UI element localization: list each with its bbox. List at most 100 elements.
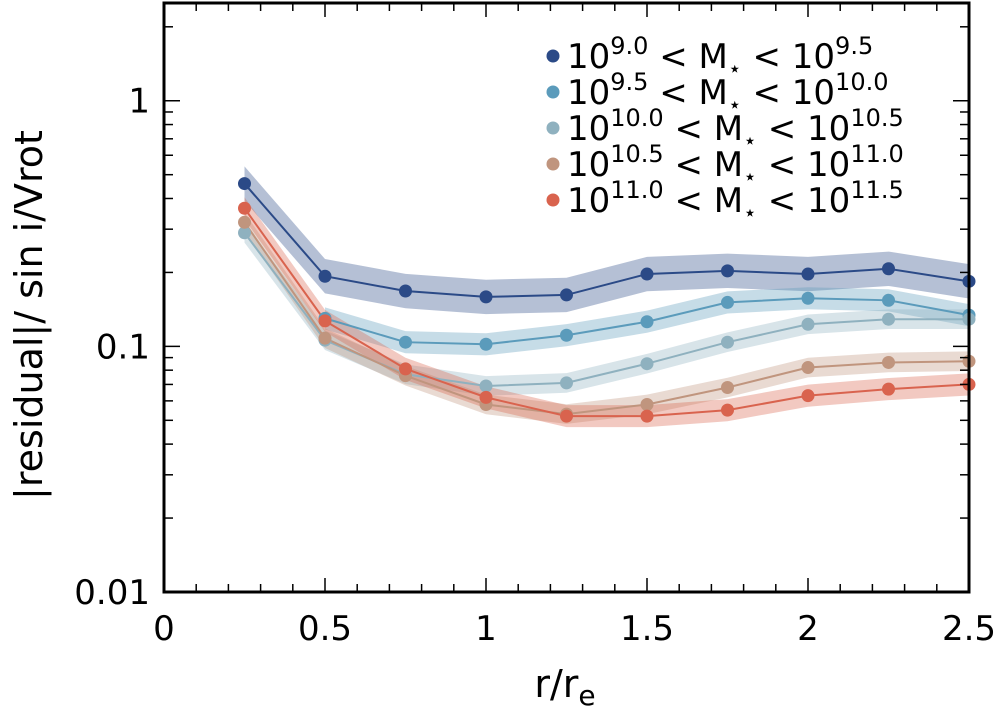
plot-frame (162, 1, 971, 594)
data-point (560, 328, 573, 342)
data-point (882, 312, 895, 326)
legend-label-part: < (742, 37, 792, 77)
data-point (238, 215, 251, 229)
data-point (238, 226, 251, 240)
legend-label-part: 10.5 (850, 104, 903, 132)
legend-label-part: < (742, 73, 792, 113)
legend-label-part: < M (648, 37, 727, 77)
legend-label-part: ⋆ (728, 93, 742, 118)
legend-label-part: < M (664, 109, 743, 149)
legend-label-part: 9.5 (835, 32, 873, 60)
data-point (560, 409, 573, 423)
series-lines (243, 182, 970, 418)
data-point (882, 262, 895, 276)
legend-label-part: 11.0 (850, 140, 903, 168)
legend-label: 1011.0 < M⋆ < 1011.5 (567, 176, 904, 226)
legend-marker (546, 49, 560, 63)
legend-label: 1010.0 < M⋆ < 1010.5 (567, 104, 904, 154)
legend-label-part: ⋆ (743, 201, 757, 226)
data-point (801, 291, 815, 305)
legend-label-part: 10 (567, 37, 610, 77)
y-tick-label: 1 (128, 82, 150, 122)
legend-label-part: ⋆ (743, 129, 757, 154)
data-point (801, 267, 815, 281)
legend-label-part: 10 (792, 37, 835, 77)
legend-label-part: 9.0 (610, 32, 648, 60)
data-point (801, 389, 815, 403)
legend-marker (546, 157, 560, 171)
data-point (479, 290, 493, 304)
data-point (238, 201, 251, 215)
y-tick-label: 0.1 (96, 327, 150, 367)
x-tick-label: 1.5 (620, 609, 674, 649)
legend-label-part: 10.5 (610, 140, 663, 168)
data-point (801, 361, 815, 375)
data-point (721, 403, 734, 417)
legend-label-part: 10 (567, 73, 610, 113)
y-axis-label: |residual|/ sin i/Vrot (7, 130, 52, 500)
legend-label-part: 10 (567, 109, 610, 149)
legend-label-part: ⋆ (728, 57, 742, 82)
data-point (560, 376, 573, 390)
series-band (244, 197, 969, 428)
legend-label: 109.0 < M⋆ < 109.5 (567, 32, 873, 82)
x-axis-label: r/re (534, 662, 595, 709)
data-point (640, 267, 654, 281)
legend-label-part: 10 (567, 145, 610, 185)
data-point (640, 397, 654, 411)
legend-label-part: 10.0 (835, 68, 888, 96)
data-point (882, 382, 895, 396)
legend-label-part: ⋆ (743, 165, 757, 190)
data-point (640, 315, 654, 329)
tick-labels: 0 0.5 1 1.5 2 2.50.010.11 (74, 82, 996, 649)
x-tick-label: 0.5 (298, 609, 352, 649)
series-line (243, 221, 970, 416)
data-point (479, 337, 493, 351)
data-point (479, 390, 493, 404)
legend-label-part: < (757, 109, 807, 149)
x-tick-label: 2.5 (942, 609, 996, 649)
legend-marker (546, 193, 560, 207)
data-point (721, 295, 734, 309)
series-band (244, 166, 969, 315)
x-tick-label: 2 (797, 609, 819, 649)
series-line (243, 207, 970, 418)
data-point (640, 409, 654, 423)
x-tick-label: 0 (153, 609, 175, 649)
data-point (399, 284, 412, 298)
data-point (399, 335, 412, 349)
data-point (721, 335, 734, 349)
legend-label-part: 10.0 (610, 104, 663, 132)
data-point (318, 331, 332, 345)
x-axis-label-subscript: e (578, 679, 595, 709)
series-band (244, 212, 969, 424)
legend-label-part: 10 (807, 109, 850, 149)
legend-marker (546, 121, 560, 135)
legend-label-part: < M (664, 145, 743, 185)
data-point (882, 355, 895, 369)
data-point (238, 177, 251, 191)
data-point (560, 288, 573, 302)
data-points (238, 177, 976, 423)
data-point (479, 379, 493, 393)
legend-marker (546, 85, 560, 99)
legend-label-part: 10 (807, 145, 850, 185)
legend-label-part: < M (648, 73, 727, 113)
legend-label-part: 10 (807, 181, 850, 221)
data-point (640, 357, 654, 371)
legend-label-part: 10 (567, 181, 610, 221)
data-point (318, 269, 332, 283)
x-tick-label: 1 (475, 609, 497, 649)
series-line (243, 182, 970, 298)
legend-label-part: 9.5 (610, 68, 648, 96)
y-tick-label: 0.01 (74, 573, 150, 613)
legend-label-part: 11.0 (610, 176, 663, 204)
data-point (882, 293, 895, 307)
legend-label-part: 11.5 (850, 176, 903, 204)
legend-label-part: < M (664, 181, 743, 221)
data-point (801, 317, 815, 331)
legend-label-part: 10 (792, 73, 835, 113)
legend-label-part: < (757, 145, 807, 185)
